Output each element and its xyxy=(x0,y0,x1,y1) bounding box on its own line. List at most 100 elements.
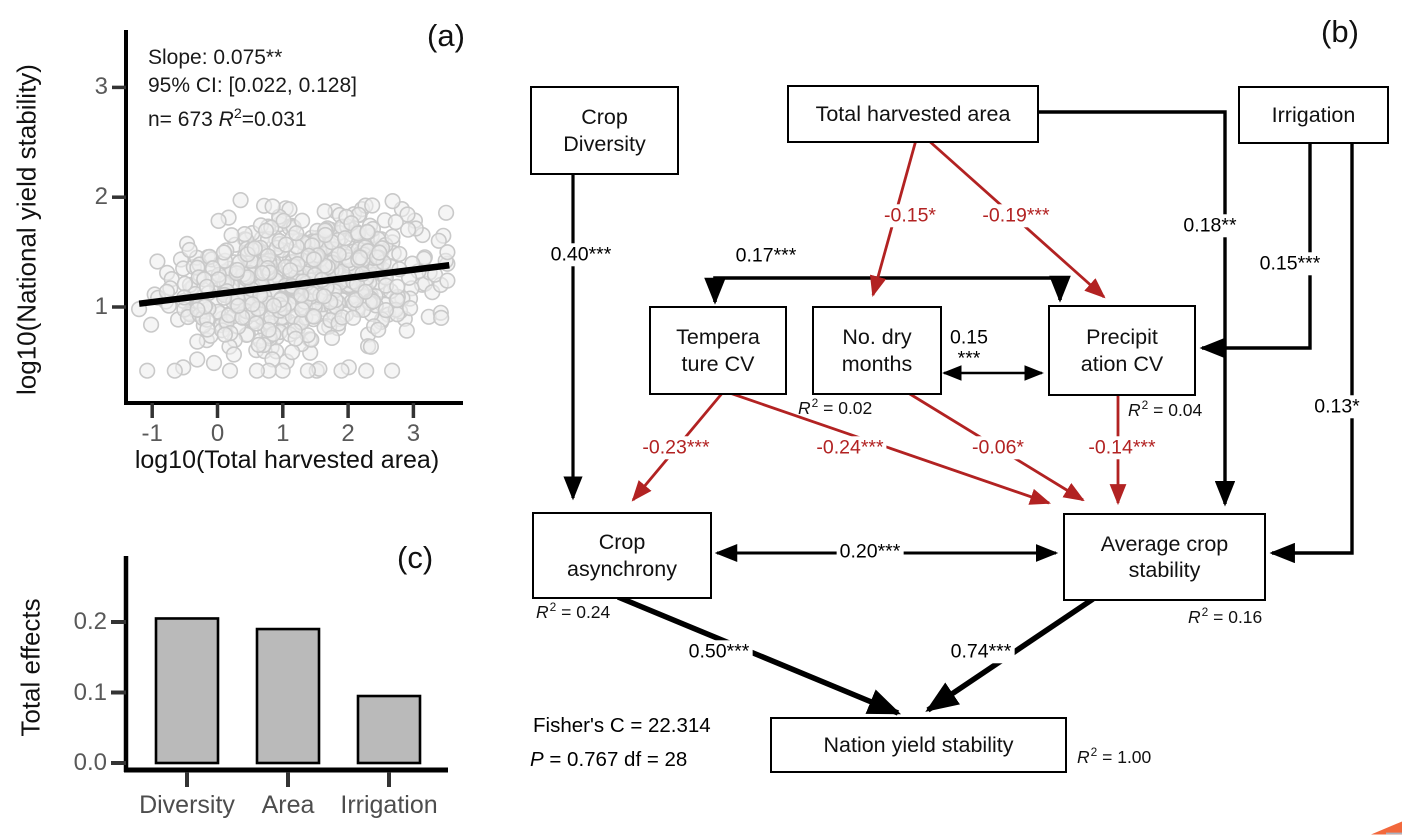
edge-area-to-stability xyxy=(1035,110,1236,507)
panel-a-x-tick-label: 2 xyxy=(341,420,355,447)
edge-label-drymonths-to-stability: -0.06* xyxy=(968,436,1028,460)
scatter-point xyxy=(439,244,456,261)
scatter-point xyxy=(333,362,350,379)
node-irrigation: Irrigation xyxy=(1238,86,1389,144)
annotation-n-r2: n= 673 R2=0.031 xyxy=(148,106,307,131)
node-total-harvested-area: Total harvested area xyxy=(787,85,1039,143)
scatter-point xyxy=(225,346,242,363)
panel-c-y-tick-label: 0.1 xyxy=(73,678,107,706)
scatter-point xyxy=(246,240,263,257)
panel-a-letter: (a) xyxy=(427,18,465,53)
node-crop-diversity: Crop Diversity xyxy=(530,86,679,175)
r2-label-no-dry-months: R2 = 0.02 xyxy=(798,396,873,418)
gray-underline-decoration xyxy=(1386,832,1402,835)
scatter-point xyxy=(315,288,333,305)
scatter-point xyxy=(287,330,304,347)
scatter-point xyxy=(438,204,455,221)
panel-a-annotation: Slope: 0.075** 95% CI: [0.022, 0.128] n=… xyxy=(148,44,357,134)
scatter-point xyxy=(216,326,233,343)
node-average-crop-stability: Average crop stability xyxy=(1063,513,1266,601)
edge-label-corr-drymonths-precipitation: 0.15 *** xyxy=(950,326,988,370)
panel-c-y-tick-label: 0.2 xyxy=(73,608,107,635)
scatter-point xyxy=(371,244,388,261)
node-nation-yield-stability: Nation yield stability xyxy=(770,717,1067,773)
scatter-point xyxy=(223,227,240,244)
orange-wedge-decoration xyxy=(1371,821,1402,835)
panel-a-x-tick-label: 0 xyxy=(210,420,225,447)
annotation-slope: Slope: 0.075** xyxy=(148,46,283,69)
scatter-point xyxy=(254,265,271,282)
scatter-point xyxy=(166,362,183,379)
scatter-point xyxy=(282,262,299,279)
bar-irrigation xyxy=(356,694,422,765)
scatter-point xyxy=(384,362,401,379)
diagram-edges-layer xyxy=(563,110,1354,716)
edge-asynchrony-to-national xyxy=(616,594,902,716)
scatter-point xyxy=(433,309,450,327)
edge-label-precipitation-to-stability: -0.14*** xyxy=(1085,436,1159,460)
scatter-point xyxy=(377,302,395,319)
edge-corr-temperature-precipitation xyxy=(704,275,1071,305)
scatter-point xyxy=(250,336,267,354)
scatter-point xyxy=(293,287,310,304)
scatter-point xyxy=(317,226,334,244)
edge-label-stability-to-national: 0.74*** xyxy=(947,640,1015,664)
scatter-point xyxy=(244,296,261,313)
scatter-point xyxy=(248,315,265,332)
scatter-point xyxy=(352,249,369,266)
scatter-point xyxy=(299,362,317,379)
edge-label-irrigation-to-stability: 0.13* xyxy=(1311,395,1363,419)
scatter-point xyxy=(265,297,282,314)
scatter-point xyxy=(345,309,362,326)
scatter-point xyxy=(189,333,206,350)
scatter-point xyxy=(305,251,323,268)
scatter-point xyxy=(275,212,292,229)
edge-irrigation-to-precipitation xyxy=(1199,140,1312,359)
edge-label-corr-asynchrony-stability: 0.20*** xyxy=(836,540,904,564)
edge-label-area-to-drymonths: -0.15* xyxy=(880,204,940,228)
scatter-point xyxy=(149,253,166,270)
panel-c-y-tick-label: 0.0 xyxy=(73,749,107,776)
scatter-point xyxy=(370,321,387,338)
edge-irrigation-to-stability xyxy=(1269,140,1354,564)
scatter-layer xyxy=(131,192,456,379)
panel-a-x-tick-label: 1 xyxy=(276,420,290,447)
edge-label-temperature-to-stability: -0.24*** xyxy=(813,436,887,460)
edge-label-temperature-to-asynchrony: -0.23*** xyxy=(639,436,713,460)
scatter-point xyxy=(323,329,341,347)
scatter-point xyxy=(277,236,295,253)
r2-label-average-crop-stability: R2 = 0.16 xyxy=(1188,605,1263,627)
scatter-point xyxy=(384,193,401,210)
scatter-point xyxy=(398,322,415,339)
axes-layer xyxy=(111,30,463,787)
scatter-point xyxy=(288,225,305,242)
panel-c-letter: (c) xyxy=(397,540,434,575)
edge-label-asynchrony-to-national: 0.50*** xyxy=(685,640,753,664)
bar-area xyxy=(255,627,321,765)
scatter-point xyxy=(221,362,239,379)
scatter-point xyxy=(257,222,275,239)
scatter-point xyxy=(364,197,381,214)
panel-a-x-tick-label: 3 xyxy=(406,420,421,447)
panel-a-y-tick-label: 3 xyxy=(94,73,108,101)
panel-c-category-label: Area xyxy=(261,791,315,819)
panel-a-y-tick-label: 1 xyxy=(94,293,108,320)
scatter-point xyxy=(248,362,265,379)
decoration-layer xyxy=(1371,821,1402,835)
scatter-point xyxy=(384,228,401,245)
panel-c-category-label: Irrigation xyxy=(340,791,438,819)
node-crop-asynchrony: Crop asynchrony xyxy=(532,512,712,599)
r2-label-precipitation-cv: R2 = 0.04 xyxy=(1128,398,1203,420)
scatter-point xyxy=(362,338,380,355)
panel-c-category-label: Diversity xyxy=(139,791,235,819)
scatter-point xyxy=(400,221,417,238)
panel-a-y-tick-label: 2 xyxy=(94,183,108,211)
edge-label-irrigation-to-precipitation: 0.15*** xyxy=(1256,252,1324,276)
scatter-point xyxy=(230,297,247,314)
scatter-point xyxy=(305,308,323,325)
scatter-point xyxy=(357,283,374,300)
scatter-point xyxy=(189,351,206,368)
edge-label-diversity-to-asynchrony: 0.40*** xyxy=(547,243,615,267)
r2-label-nation-yield-stability: R2 = 1.00 xyxy=(1077,745,1152,767)
